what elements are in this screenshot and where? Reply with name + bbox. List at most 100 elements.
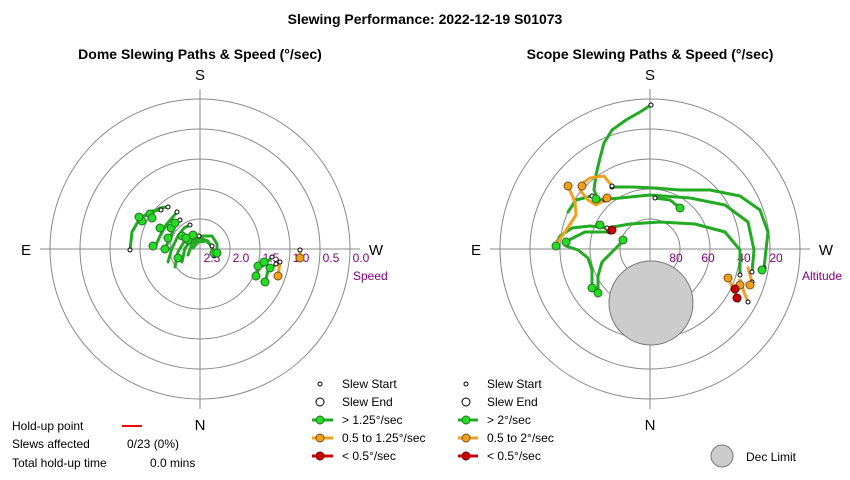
slew-end-point [732, 293, 742, 303]
legend-slow-label: < 0.5°/sec [487, 449, 541, 463]
slew-end-point [602, 193, 612, 203]
legend-dec-limit-marker [710, 444, 734, 468]
slew-path [592, 103, 653, 202]
slew-end-point [163, 233, 173, 243]
legend-start-marker [317, 381, 323, 387]
slew-end-point [563, 181, 573, 191]
slew-end-point [595, 220, 605, 230]
slew-start-point [609, 183, 615, 189]
slew-path [135, 205, 170, 220]
scope-label-s: S [645, 67, 655, 84]
dome-grid [40, 89, 360, 409]
slew-start-point [196, 233, 202, 239]
slew-end-point [251, 271, 261, 281]
slew-start-point [127, 247, 133, 253]
slew-path [596, 238, 626, 295]
slew-path [596, 193, 756, 274]
slew-end-point [160, 244, 170, 254]
legend-dec-limit-label: Dec Limit [746, 450, 797, 464]
legend-end-marker [461, 397, 471, 407]
tick-label: 60 [701, 251, 715, 265]
scope-chart-title: Scope Slewing Paths & Speed (°/sec) [527, 46, 774, 62]
slew-end-point [593, 288, 603, 298]
slew-end-point [551, 241, 561, 251]
legend-end-label: Slew End [487, 395, 538, 409]
slew-start-point [209, 243, 215, 249]
scope-grid [490, 89, 810, 409]
slew-end-point [155, 223, 165, 233]
legend-medium-label: 0.5 to 2°/sec [487, 431, 554, 445]
scope-legend: Slew Start Slew End > 2°/sec 0.5 to 2°/s… [458, 377, 797, 468]
slew-end-point [173, 253, 183, 263]
slew-path [610, 185, 770, 270]
slew-start-point [652, 195, 658, 201]
legend-end-label: Slew End [342, 395, 393, 409]
tick-label: 0.0 [353, 251, 370, 265]
legend-start-label: Slew Start [342, 377, 397, 391]
total-holdup-value: 0.0 mins [150, 456, 195, 470]
slew-end-point [675, 203, 685, 213]
slew-end-point [188, 230, 198, 240]
holdup-label: Hold-up point [12, 419, 84, 433]
legend-start-marker [463, 381, 469, 387]
dome-label-s: S [195, 67, 205, 84]
legend-start-label: Slew Start [487, 377, 542, 391]
slew-start-point [165, 204, 171, 210]
tick-label: 80 [669, 251, 683, 265]
scope-axis-name: Altitude [802, 269, 842, 283]
slew-start-point [273, 261, 279, 267]
slew-start-point [277, 259, 283, 265]
slew-path [578, 188, 607, 207]
slew-end-point [273, 271, 283, 281]
tick-label: 20 [769, 251, 783, 265]
slew-end-point [212, 248, 222, 258]
legend-fast-label: > 1.25°/sec [342, 413, 403, 427]
slew-start-point [648, 102, 654, 108]
dome-chart: Dome Slewing Paths & Speed (°/sec) S N E… [21, 46, 388, 434]
slew-path [153, 210, 179, 249]
dome-label-n: N [195, 417, 206, 434]
dome-axis-name: Speed [353, 269, 388, 283]
slew-end-point [561, 237, 571, 247]
dome-label-e: E [21, 242, 31, 259]
legend-slow-label: < 0.5°/sec [342, 449, 396, 463]
dome-paths [127, 204, 305, 287]
legend-medium-marker [461, 433, 471, 443]
legend-fast-marker [315, 415, 325, 425]
scope-label-n: N [645, 417, 656, 434]
legend-medium-marker [315, 433, 325, 443]
dec-limit-region [608, 260, 694, 346]
slew-end-point [260, 277, 270, 287]
holdup-info: Hold-up point Slews affected 0/23 (0%) T… [12, 419, 195, 470]
slew-end-point [591, 194, 601, 204]
figure-title: Slewing Performance: 2022-12-19 S01073 [288, 11, 563, 27]
slew-start-point [187, 222, 193, 228]
scope-paths [551, 102, 770, 305]
slew-start-point [158, 207, 164, 213]
legend-medium-label: 0.5 to 1.25°/sec [342, 431, 426, 445]
slew-path [605, 220, 742, 277]
slew-path [563, 230, 612, 244]
legend-fast-label: > 2°/sec [487, 413, 531, 427]
slew-end-point [147, 213, 157, 223]
slew-start-point [174, 209, 180, 215]
dome-chart-title: Dome Slewing Paths & Speed (°/sec) [78, 46, 322, 62]
legend-end-marker [315, 397, 325, 407]
slew-end-point [618, 235, 628, 245]
slews-affected-label: Slews affected [12, 437, 90, 451]
slew-end-point [730, 284, 740, 294]
slew-end-point [745, 280, 755, 290]
slew-start-point [745, 299, 751, 305]
scope-label-e: E [471, 242, 481, 259]
slew-end-point [265, 263, 275, 273]
slew-start-point [269, 254, 275, 260]
legend-fast-marker [461, 415, 471, 425]
slew-path [186, 234, 219, 257]
slew-end-point [577, 181, 587, 191]
legend-slow-marker [315, 451, 325, 461]
slew-end-point [587, 283, 597, 293]
slew-path [554, 184, 578, 246]
slew-end-point [607, 225, 617, 235]
slew-start-point [749, 269, 755, 275]
